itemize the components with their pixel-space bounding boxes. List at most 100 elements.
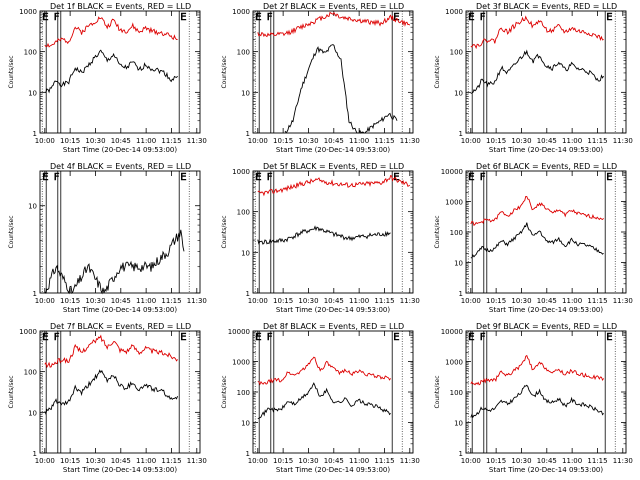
marker-label: E: [255, 172, 261, 183]
y-tick-label: 100: [237, 209, 250, 217]
marker-label: E: [606, 172, 612, 183]
marker-label: E: [255, 12, 261, 23]
marker-label: E: [42, 12, 48, 23]
y-tick-label: 1000: [19, 328, 37, 336]
x-axis-label: Start Time (20-Dec-14 09:53:00): [276, 466, 390, 474]
x-tick-label: 10:00: [248, 137, 268, 145]
events-series-line: [284, 44, 398, 134]
marker-label: E: [180, 12, 186, 23]
x-axis-label: Start Time (20-Dec-14 09:53:00): [489, 146, 603, 154]
chart-title: Det 8f BLACK = Events, RED = LLD: [263, 322, 404, 331]
x-tick-label: 11:00: [562, 137, 582, 145]
chart-panel-8: Det 8f BLACK = Events, RED = LLD Counts/s…: [221, 322, 420, 474]
y-tick-label: 1: [459, 130, 463, 138]
marker-label: F: [480, 12, 486, 23]
x-tick-label: 10:30: [298, 137, 318, 145]
lld-series-line: [470, 196, 604, 227]
y-tick-label: 10: [241, 89, 250, 97]
x-tick-label: 10:30: [85, 457, 105, 465]
x-tick-label: 10:45: [324, 297, 344, 305]
y-axis-label: Counts/sec: [221, 375, 228, 408]
chart-panel-7: Det 7f BLACK = Events, RED = LLD Counts/s…: [8, 322, 207, 474]
y-tick-label: 100: [450, 229, 463, 237]
marker-label: E: [606, 332, 612, 343]
y-tick-label: 1000: [232, 168, 250, 176]
chart-title: Det 3f BLACK = Events, RED = LLD: [476, 2, 617, 11]
marker-label: F: [267, 332, 273, 343]
y-axis-label: Counts/sec: [434, 375, 441, 408]
x-tick-label: 10:00: [461, 137, 481, 145]
lld-series-line: [44, 16, 178, 48]
marker-label: E: [42, 172, 48, 183]
x-tick-label: 11:30: [400, 297, 420, 305]
y-axis-label: Counts/sec: [8, 375, 15, 408]
plot-frame: [465, 170, 627, 294]
y-tick-label: 10: [28, 203, 37, 211]
x-tick-label: 11:00: [562, 457, 582, 465]
y-tick-label: 1000: [445, 8, 463, 16]
x-tick-label: 11:15: [374, 137, 394, 145]
chart-title: Det 2f BLACK = Events, RED = LLD: [263, 2, 404, 11]
x-tick-label: 11:30: [613, 137, 633, 145]
events-series-line: [44, 369, 179, 416]
marker-label: F: [267, 172, 273, 183]
y-tick-label: 1000: [445, 199, 463, 207]
lld-series-line: [44, 334, 178, 369]
x-tick-label: 10:30: [511, 137, 531, 145]
x-tick-label: 10:45: [537, 137, 557, 145]
marker-label: E: [180, 172, 186, 183]
marker-label: E: [42, 332, 48, 343]
y-axis-label: Counts/sec: [434, 215, 441, 248]
chart-panel-1: Det 1f BLACK = Events, RED = LLD Counts/s…: [8, 2, 207, 154]
x-tick-label: 10:45: [111, 137, 131, 145]
y-tick-label: 100: [237, 49, 250, 57]
x-tick-label: 11:30: [400, 137, 420, 145]
chart-title: Det 9f BLACK = Events, RED = LLD: [476, 322, 617, 331]
y-tick-label: 1: [246, 290, 250, 298]
y-tick-label: 10: [454, 260, 463, 268]
chart-title: Det 6f BLACK = Events, RED = LLD: [476, 162, 617, 171]
events-series-line: [257, 225, 391, 245]
x-tick-label: 10:00: [248, 457, 268, 465]
y-tick-label: 1: [33, 130, 37, 138]
x-tick-label: 10:15: [273, 297, 293, 305]
x-tick-label: 10:00: [248, 297, 268, 305]
x-axis-label: Start Time (20-Dec-14 09:53:00): [489, 306, 603, 314]
y-tick-label: 1000: [232, 359, 250, 367]
y-tick-label: 1000: [445, 359, 463, 367]
x-tick-label: 10:45: [111, 297, 131, 305]
y-tick-label: 10: [454, 420, 463, 428]
y-axis-label: Counts/sec: [221, 55, 228, 88]
y-tick-label: 1000: [19, 8, 37, 16]
y-tick-label: 100: [24, 369, 37, 377]
x-tick-label: 11:00: [349, 137, 369, 145]
y-tick-label: 100: [24, 49, 37, 57]
y-tick-label: 10: [28, 409, 37, 417]
marker-label: F: [54, 172, 60, 183]
x-tick-label: 10:45: [324, 457, 344, 465]
events-series-line: [44, 49, 178, 94]
chart-title: Det 5f BLACK = Events, RED = LLD: [263, 162, 404, 171]
x-tick-label: 11:15: [587, 297, 607, 305]
marker-label: E: [393, 332, 399, 343]
marker-label: E: [468, 172, 474, 183]
x-tick-label: 10:45: [537, 297, 557, 305]
chart-title: Det 4f BLACK = Events, RED = LLD: [50, 162, 191, 171]
marker-label: F: [267, 12, 273, 23]
marker-label: E: [468, 332, 474, 343]
plot-frame: [39, 170, 201, 294]
x-tick-label: 11:30: [187, 137, 207, 145]
plot-frame: [39, 10, 201, 134]
x-tick-label: 11:30: [400, 457, 420, 465]
x-tick-label: 10:00: [35, 297, 55, 305]
marker-label: F: [54, 12, 60, 23]
plot-frame: [39, 330, 201, 454]
y-tick-label: 1: [246, 450, 250, 458]
x-tick-label: 10:45: [111, 457, 131, 465]
x-tick-label: 10:00: [35, 457, 55, 465]
x-tick-label: 11:30: [187, 297, 207, 305]
y-tick-label: 10: [28, 89, 37, 97]
y-tick-label: 1: [459, 450, 463, 458]
x-tick-label: 11:00: [349, 297, 369, 305]
